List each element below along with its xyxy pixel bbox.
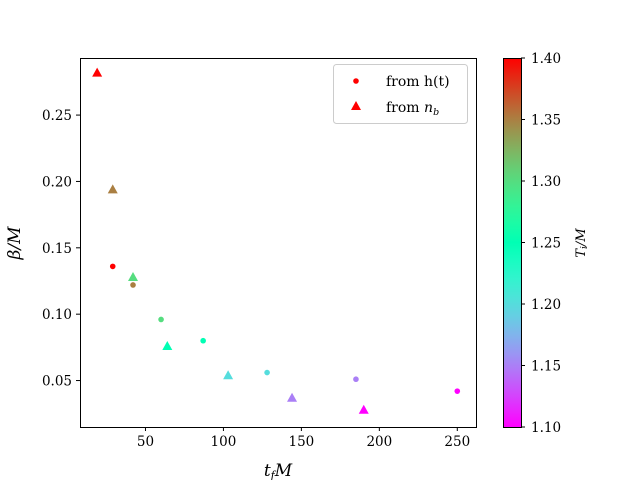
y-tick-label: 0.05 bbox=[42, 374, 72, 390]
colorbar-tick-label: 1.35 bbox=[531, 113, 561, 129]
legend-triangle-marker bbox=[351, 101, 361, 110]
data-point-circle bbox=[130, 282, 136, 288]
data-point-circle bbox=[264, 369, 270, 376]
data-point-triangle bbox=[358, 404, 369, 414]
y-tick-label: 0.20 bbox=[42, 174, 72, 190]
legend-label-h: from h(t) bbox=[386, 74, 450, 90]
colorbar-tick-label: 1.40 bbox=[531, 51, 561, 67]
x-tick-label: 250 bbox=[444, 434, 470, 450]
data-point-triangle bbox=[162, 341, 173, 351]
colorbar-tick-label: 1.20 bbox=[531, 297, 561, 313]
legend-label-nb: from nb bbox=[386, 100, 439, 118]
colorbar-ticks: 1.10 1.15 1.20 1.25 1.30 1.35 1.40 bbox=[521, 51, 561, 436]
data-point-triangle bbox=[107, 184, 118, 194]
x-axis-ticks: 50 100 150 200 250 bbox=[137, 427, 470, 450]
colorbar-tick-label: 1.30 bbox=[531, 174, 561, 190]
y-axis-ticks: 0.05 0.10 0.15 0.20 0.25 bbox=[42, 108, 80, 390]
data-point-triangle bbox=[223, 370, 234, 380]
colorbar bbox=[503, 58, 521, 427]
data-point-circle bbox=[353, 376, 359, 383]
x-tick-label: 50 bbox=[137, 434, 154, 450]
plot-markers bbox=[92, 67, 461, 414]
data-point-circle bbox=[200, 337, 206, 344]
data-point-circle bbox=[109, 263, 116, 270]
y-tick-label: 0.10 bbox=[42, 307, 72, 323]
colorbar-tick-label: 1.10 bbox=[531, 420, 561, 436]
colorbar-tick-label: 1.25 bbox=[531, 236, 561, 252]
colorbar-tick-label: 1.15 bbox=[531, 359, 561, 375]
data-point-triangle bbox=[128, 272, 139, 282]
data-point-circle bbox=[454, 388, 461, 394]
x-axis-label: tfM bbox=[264, 461, 293, 480]
y-tick-label: 0.25 bbox=[42, 108, 72, 124]
x-tick-label: 150 bbox=[288, 434, 314, 450]
legend-box bbox=[333, 64, 468, 124]
data-point-triangle bbox=[287, 392, 298, 402]
plot-frame bbox=[80, 58, 477, 428]
colorbar-label: Ti/M bbox=[574, 228, 590, 258]
x-tick-label: 100 bbox=[211, 434, 237, 450]
data-point-triangle bbox=[92, 67, 103, 77]
legend: from h(t) from nb bbox=[333, 64, 468, 124]
y-axis-label: β/M bbox=[5, 226, 25, 261]
y-tick-label: 0.15 bbox=[42, 241, 72, 257]
data-point-circle bbox=[158, 316, 164, 323]
legend-circle-marker bbox=[353, 78, 359, 84]
x-tick-label: 200 bbox=[366, 434, 392, 450]
